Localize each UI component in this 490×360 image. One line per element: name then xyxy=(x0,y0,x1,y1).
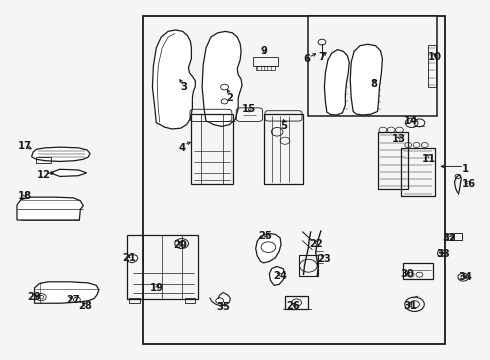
Text: 32: 32 xyxy=(443,233,457,243)
Text: 2: 2 xyxy=(226,93,233,103)
Text: 5: 5 xyxy=(280,121,288,131)
Bar xyxy=(129,298,140,303)
Text: 33: 33 xyxy=(436,249,450,259)
Polygon shape xyxy=(350,44,382,115)
Text: 27: 27 xyxy=(67,295,80,305)
Polygon shape xyxy=(34,282,99,303)
Text: 8: 8 xyxy=(370,78,378,89)
Text: 18: 18 xyxy=(18,191,32,201)
Polygon shape xyxy=(324,50,349,115)
Text: 28: 28 xyxy=(78,301,92,311)
Text: 4: 4 xyxy=(178,143,185,153)
Bar xyxy=(253,58,278,66)
Polygon shape xyxy=(270,266,285,285)
Polygon shape xyxy=(50,169,87,176)
Text: 7: 7 xyxy=(318,52,325,62)
Text: 19: 19 xyxy=(149,283,163,293)
Bar xyxy=(377,132,408,189)
Bar xyxy=(298,255,318,276)
Text: 6: 6 xyxy=(304,54,311,64)
Text: 20: 20 xyxy=(173,240,187,250)
Text: 34: 34 xyxy=(458,272,472,282)
Text: 15: 15 xyxy=(242,104,256,114)
Text: 35: 35 xyxy=(216,302,230,312)
Bar xyxy=(143,16,445,344)
Polygon shape xyxy=(31,147,90,161)
Text: 30: 30 xyxy=(400,269,414,279)
Bar xyxy=(256,66,275,70)
Polygon shape xyxy=(152,30,196,129)
Text: 13: 13 xyxy=(392,134,405,144)
Text: 22: 22 xyxy=(309,239,323,249)
Bar xyxy=(127,235,198,298)
Text: 1: 1 xyxy=(462,164,469,174)
Text: 9: 9 xyxy=(260,46,267,57)
Bar xyxy=(454,233,462,240)
Bar xyxy=(185,298,196,303)
Bar xyxy=(36,157,51,163)
Text: 25: 25 xyxy=(259,231,272,242)
Text: 23: 23 xyxy=(317,253,331,264)
Text: 11: 11 xyxy=(422,154,436,163)
Bar xyxy=(192,114,233,184)
Polygon shape xyxy=(127,254,138,263)
Text: 12: 12 xyxy=(37,170,51,180)
Text: 29: 29 xyxy=(27,292,41,302)
Polygon shape xyxy=(202,31,242,126)
Text: 16: 16 xyxy=(462,179,476,189)
Text: 17: 17 xyxy=(18,141,32,151)
Text: 14: 14 xyxy=(404,116,418,126)
Bar xyxy=(285,296,308,309)
Text: 31: 31 xyxy=(404,301,417,311)
Text: 10: 10 xyxy=(428,52,442,62)
Bar xyxy=(308,16,438,116)
Bar xyxy=(403,263,433,279)
Text: 24: 24 xyxy=(273,271,288,281)
Polygon shape xyxy=(17,197,83,220)
Polygon shape xyxy=(256,234,281,263)
Bar xyxy=(401,148,435,196)
Text: 3: 3 xyxy=(181,82,188,92)
Text: 26: 26 xyxy=(286,301,300,311)
Bar xyxy=(265,114,303,184)
Text: 21: 21 xyxy=(122,253,136,263)
Bar xyxy=(428,45,436,87)
